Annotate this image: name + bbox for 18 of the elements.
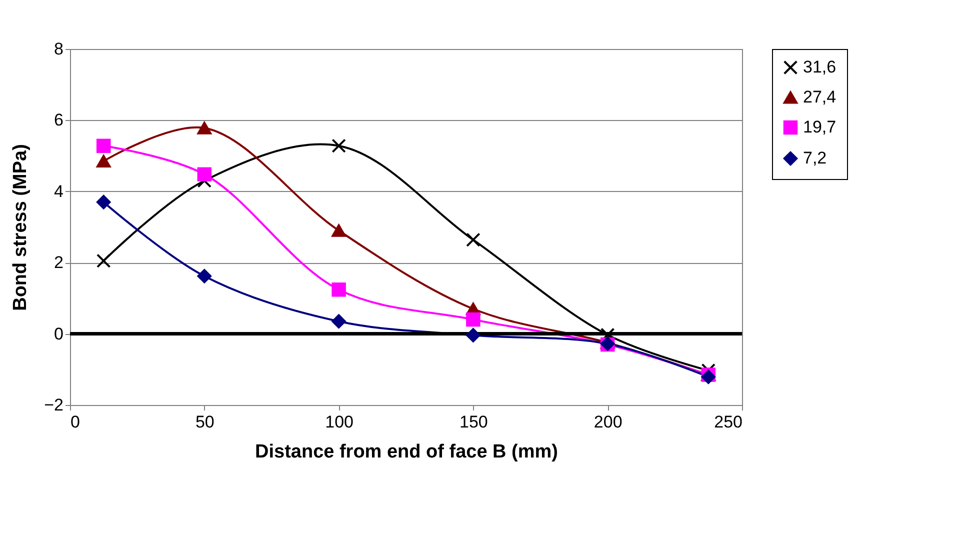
legend-label: 7,2: [803, 148, 827, 168]
legend-label: 19,7: [803, 118, 836, 136]
y-tick-label: 4: [54, 182, 64, 201]
y-tick-label: 2: [54, 253, 64, 272]
x-axis-title: Distance from end of face B (mm): [255, 442, 558, 462]
legend-label: 27,4: [803, 88, 836, 106]
y-tick-label: 6: [54, 110, 64, 130]
y-tick-label: −2: [44, 396, 64, 414]
x-tick-label: 150: [460, 412, 488, 432]
x-tick-label: 0: [70, 412, 80, 432]
y-tick-label: 8: [54, 40, 64, 58]
y-axis-title: Bond stress (MPa): [10, 144, 32, 311]
x-tick-label: 250: [714, 412, 742, 432]
x-tick-label: 50: [195, 412, 214, 432]
x-tick-label: 100: [325, 412, 354, 432]
legend-label: 31,6: [803, 58, 836, 76]
y-tick-label: 0: [54, 324, 64, 344]
x-tick-label: 200: [594, 412, 622, 432]
